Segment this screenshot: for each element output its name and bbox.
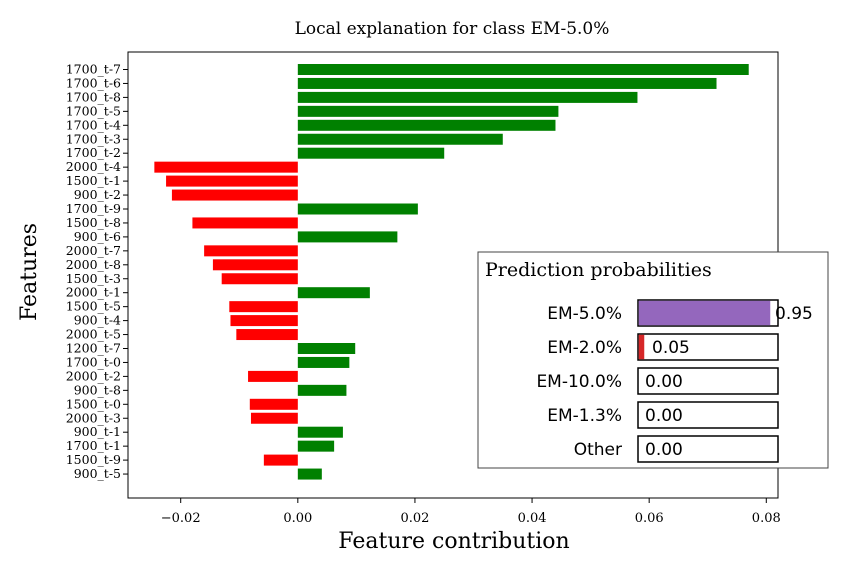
bar-1700_t-5 <box>297 105 559 117</box>
x-tick-label: 0.08 <box>752 511 781 526</box>
y-tick-label: 900_t-1 <box>74 424 121 439</box>
probability-bar-frame <box>637 435 779 463</box>
chart-title: Local explanation for class EM-5.0% <box>295 19 610 39</box>
bar-2000_t-3 <box>250 412 298 424</box>
probability-label: EM-1.3% <box>547 406 622 426</box>
probability-label: EM-2.0% <box>547 338 622 358</box>
y-tick-label: 1700_t-4 <box>66 117 121 132</box>
bar-1700_t-1 <box>297 440 335 452</box>
bar-2000_t-8 <box>212 259 298 271</box>
y-axis-label: Features <box>17 223 42 321</box>
bar-1500_t-1 <box>166 175 298 187</box>
y-tick-label: 2000_t-8 <box>66 257 121 272</box>
probability-bar-fill <box>638 300 771 326</box>
prediction-probabilities-panel: Prediction probabilities EM-5.0% 0.95 EM-2… <box>477 251 829 469</box>
probability-value: 0.95 <box>775 304 813 324</box>
probability-bar-fill <box>638 334 645 360</box>
y-tick-label: 1500_t-3 <box>66 271 121 286</box>
probability-rows: EM-5.0% 0.95 EM-2.0% 0.05 EM-10.0% 0.00 EM-1.3… <box>536 299 813 463</box>
x-tick-label: 0.02 <box>400 511 429 526</box>
probability-bar-frame <box>637 333 779 361</box>
bar-900_t-1 <box>297 426 343 438</box>
bar-1700_t-8 <box>297 91 638 103</box>
x-tick-label: 0.06 <box>635 511 664 526</box>
y-tick-label: 1700_t-5 <box>66 103 121 118</box>
y-tick-label: 2000_t-5 <box>66 327 121 342</box>
bar-900_t-8 <box>297 384 347 396</box>
bar-1500_t-9 <box>263 454 298 466</box>
y-tick-label: 900_t-5 <box>74 466 121 481</box>
y-tick-label: 1200_t-7 <box>66 341 121 356</box>
bar-1500_t-5 <box>229 301 298 313</box>
bar-2000_t-2 <box>248 370 298 382</box>
probability-bar-frame <box>637 367 779 395</box>
y-tick-label: 2000_t-7 <box>66 243 121 258</box>
x-ticks-group: −0.02 0.00 0.02 0.04 0.06 0.08 <box>161 498 781 526</box>
y-tick-label: 2000_t-3 <box>66 410 121 425</box>
y-tick-label: 2000_t-1 <box>66 285 121 300</box>
probabilities-title: Prediction probabilities <box>485 259 712 281</box>
probability-value: 0.05 <box>652 338 690 358</box>
y-tick-label: 1500_t-8 <box>66 215 121 230</box>
bar-1700_t-4 <box>297 119 556 131</box>
y-tick-label: 900_t-2 <box>74 187 121 202</box>
y-tick-label: 900_t-8 <box>74 382 121 397</box>
bars-group <box>154 64 749 480</box>
bar-2000_t-5 <box>236 329 298 341</box>
probability-label: EM-5.0% <box>547 304 622 324</box>
probability-bar-frame <box>637 401 779 429</box>
bar-1500_t-3 <box>221 273 298 285</box>
y-ticks-group: 1700_t-71700_t-61700_t-81700_t-51700_t-4… <box>66 62 128 481</box>
y-tick-label: 1500_t-0 <box>66 396 121 411</box>
bar-1700_t-6 <box>297 77 717 89</box>
probability-label: Other <box>574 440 622 460</box>
x-tick-label: −0.02 <box>161 511 201 526</box>
bar-2000_t-1 <box>297 287 370 299</box>
bar-900_t-6 <box>297 231 398 243</box>
y-tick-label: 2000_t-4 <box>66 159 121 174</box>
probability-value: 0.00 <box>645 372 683 392</box>
y-tick-label: 1700_t-1 <box>66 438 121 453</box>
x-tick-label: 0.00 <box>283 511 312 526</box>
probability-label: EM-10.0% <box>536 372 622 392</box>
probability-value: 0.00 <box>645 440 683 460</box>
bar-900_t-4 <box>230 315 298 327</box>
y-tick-label: 1500_t-9 <box>66 452 121 467</box>
x-axis-label: Feature contribution <box>338 529 569 554</box>
y-tick-label: 1700_t-0 <box>66 354 121 369</box>
y-tick-label: 1700_t-7 <box>66 62 121 77</box>
y-tick-label: 1700_t-8 <box>66 89 121 104</box>
bar-1200_t-7 <box>297 343 356 354</box>
y-tick-label: 2000_t-2 <box>66 368 121 383</box>
bar-2000_t-7 <box>204 245 298 257</box>
y-tick-label: 1700_t-3 <box>66 131 121 146</box>
bar-1700_t-0 <box>297 356 350 368</box>
y-tick-label: 1500_t-5 <box>66 299 121 314</box>
y-tick-label: 1500_t-1 <box>66 173 121 188</box>
bar-900_t-2 <box>171 189 298 201</box>
bar-900_t-5 <box>297 468 322 480</box>
bar-1500_t-8 <box>192 217 298 229</box>
bar-2000_t-4 <box>154 161 298 173</box>
bar-1500_t-0 <box>249 398 298 410</box>
bar-1700_t-3 <box>297 133 503 145</box>
bar-1700_t-2 <box>297 147 445 159</box>
y-tick-label: 1700_t-2 <box>66 145 121 160</box>
y-tick-label: 1700_t-9 <box>66 201 121 216</box>
probability-value: 0.00 <box>645 406 683 426</box>
x-tick-label: 0.04 <box>518 511 547 526</box>
bar-1700_t-7 <box>297 64 749 75</box>
y-tick-label: 900_t-4 <box>74 313 121 328</box>
y-tick-label: 1700_t-6 <box>66 75 121 90</box>
y-tick-label: 900_t-6 <box>74 229 121 244</box>
bar-1700_t-9 <box>297 203 418 215</box>
